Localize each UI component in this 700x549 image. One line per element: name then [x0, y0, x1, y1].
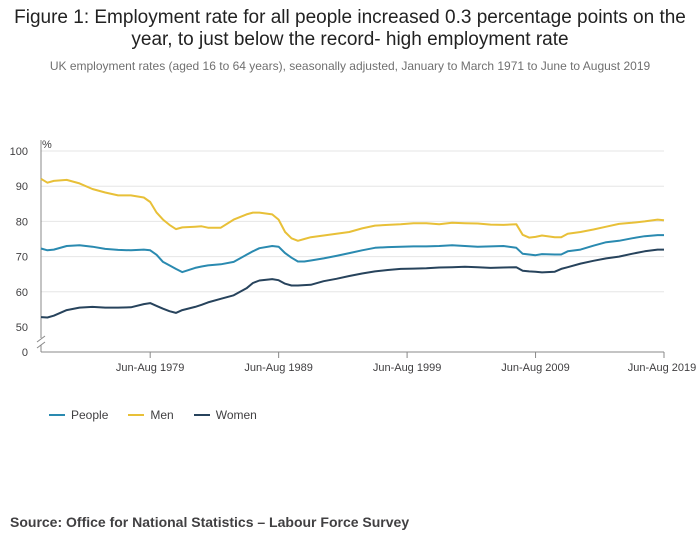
- legend-swatch: [193, 414, 210, 416]
- x-tick-label: Jun-Aug 2019: [628, 362, 697, 374]
- y-tick-label: 100: [10, 146, 28, 158]
- y-tick-label: 70: [16, 252, 28, 264]
- legend-swatch: [49, 414, 65, 416]
- x-axis-ticks: Jun-Aug 1979 Jun-Aug 1989 Jun-Aug 1999 Jun-…: [116, 352, 696, 374]
- x-tick-label: Jun-Aug 1979: [116, 362, 185, 374]
- series-lines: [40, 177, 665, 319]
- x-tick-label: Jun-Aug 2009: [501, 362, 570, 374]
- legend-label: People: [71, 408, 109, 422]
- legend-item-women[interactable]: Women: [193, 408, 257, 422]
- legend: People Men Women: [49, 408, 257, 422]
- y-axis-unit-label: %: [42, 139, 52, 151]
- x-tick-label: Jun-Aug 1989: [244, 362, 313, 374]
- y-tick-label: 80: [16, 216, 28, 228]
- legend-label: Men: [150, 408, 174, 422]
- y-tick-label: 60: [16, 287, 28, 299]
- legend-item-people[interactable]: People: [49, 408, 108, 422]
- legend-swatch: [128, 414, 145, 416]
- series-line-men: [40, 177, 665, 242]
- axis-break-mark: [36, 335, 46, 343]
- y-tick-label: 90: [16, 181, 28, 193]
- chart-subtitle: UK employment rates (aged 16 to 64 years…: [49, 59, 651, 73]
- legend-label: Women: [215, 408, 257, 422]
- y-axis-ticks: 100 90 80 70 60 50 0: [10, 146, 28, 359]
- x-tick-label: Jun-Aug 1999: [373, 362, 442, 374]
- series-line-women: [40, 248, 664, 319]
- source-note: Source: Office for National Statistics –…: [10, 514, 410, 530]
- y-tick-label: 0: [22, 347, 28, 359]
- gridlines: [36, 140, 664, 353]
- axis-break-mark: [36, 341, 46, 349]
- series-line-people: [40, 234, 664, 274]
- legend-item-men[interactable]: Men: [128, 408, 174, 422]
- y-tick-label: 50: [16, 322, 28, 334]
- chart-title: Figure 1: Employment rate for all people…: [14, 7, 686, 50]
